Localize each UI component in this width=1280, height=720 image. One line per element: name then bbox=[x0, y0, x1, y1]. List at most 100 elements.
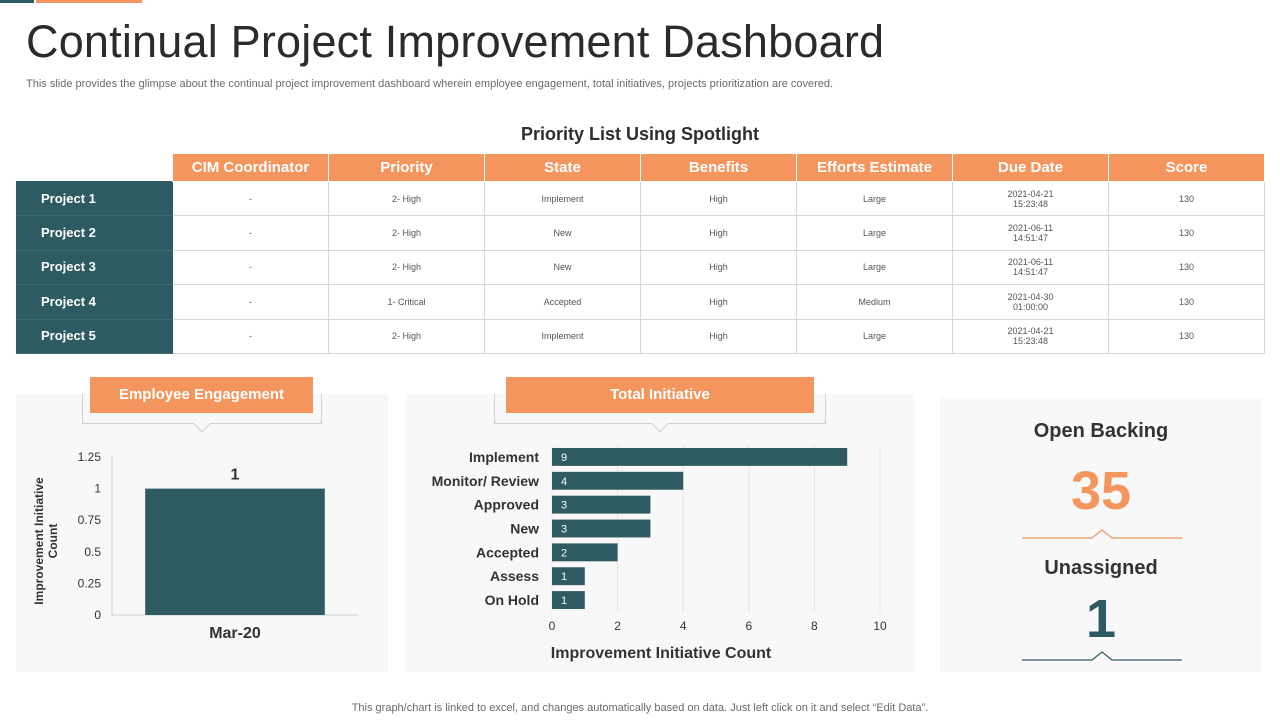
cell-coordinator: - bbox=[172, 284, 329, 320]
table-row: Project 1 - 2- High Implement High Large… bbox=[16, 180, 1265, 217]
due-time: 15:23:48 bbox=[1012, 198, 1049, 209]
due-time: 14:51:47 bbox=[1012, 267, 1049, 278]
total-initiative-tab-frame bbox=[494, 394, 826, 433]
table-row: Project 3 - 2- High New High Large 2021-… bbox=[16, 249, 1265, 286]
initiative-category-label: Assess bbox=[490, 568, 539, 584]
cell-score: 130 bbox=[1108, 284, 1265, 320]
cell-priority: 2- High bbox=[328, 318, 485, 354]
project-name: Project 2 bbox=[16, 215, 173, 251]
divider-line-orange bbox=[1022, 529, 1182, 539]
cell-priority: 2- High bbox=[328, 249, 485, 286]
total-initiative-tab: Total Initiative bbox=[506, 377, 814, 413]
cell-efforts: Large bbox=[796, 249, 953, 286]
initiative-x-axis-label: Improvement Initiative Count bbox=[551, 645, 772, 662]
initiative-category-label: Monitor/ Review bbox=[432, 473, 539, 489]
cell-state: New bbox=[484, 215, 641, 251]
open-backing-panel bbox=[940, 398, 1262, 672]
cell-efforts: Large bbox=[796, 215, 953, 251]
cell-due-date: 2021-06-11 14:51:47 bbox=[952, 249, 1109, 286]
project-name: Project 5 bbox=[16, 318, 173, 354]
initiative-category-label: Accepted bbox=[476, 544, 539, 560]
initiative-x-tick-label: 8 bbox=[811, 619, 818, 633]
engagement-x-tick-label: Mar-20 bbox=[209, 625, 261, 642]
engagement-y-tick-label: 1.25 bbox=[78, 450, 102, 464]
cell-state: Implement bbox=[484, 180, 641, 217]
initiative-bar bbox=[552, 543, 618, 562]
initiative-bar-data-label: 1 bbox=[561, 571, 567, 583]
due-time: 01:00:00 bbox=[1012, 301, 1049, 312]
table-row: Project 2 - 2- High New High Large 2021-… bbox=[16, 215, 1265, 251]
table-row: Project 5 - 2- High Implement High Large… bbox=[16, 318, 1265, 354]
engagement-y-tick-label: 0 bbox=[94, 608, 101, 622]
footer-note: This graph/chart is linked to excel, and… bbox=[351, 702, 929, 714]
project-name: Project 3 bbox=[16, 249, 173, 286]
initiative-x-tick-label: 0 bbox=[549, 619, 556, 633]
table-row: Project 4 - 1- Critical Accepted High Me… bbox=[16, 284, 1265, 320]
employee-engagement-tab: Employee Engagement bbox=[90, 377, 313, 413]
initiative-bar-data-label: 9 bbox=[561, 452, 567, 464]
open-backing-divider bbox=[1022, 529, 1182, 539]
column-header-state: State bbox=[484, 153, 641, 182]
cell-score: 130 bbox=[1108, 318, 1265, 354]
cell-coordinator: - bbox=[172, 180, 329, 217]
initiative-bar-data-label: 4 bbox=[561, 476, 567, 488]
cell-benefits: High bbox=[640, 318, 797, 354]
due-date: 2021-04-21 bbox=[1007, 326, 1054, 337]
open-backing-title: Open Backing bbox=[1033, 420, 1169, 442]
cell-priority: 2- High bbox=[328, 215, 485, 251]
cell-coordinator: - bbox=[172, 318, 329, 354]
cell-benefits: High bbox=[640, 284, 797, 320]
priority-table: CIM Coordinator Priority State Benefits … bbox=[16, 153, 1265, 354]
column-header-benefits: Benefits bbox=[640, 153, 797, 182]
cell-efforts: Large bbox=[796, 318, 953, 354]
initiative-bar bbox=[552, 567, 585, 586]
page-title: Continual Project Improvement Dashboard bbox=[26, 16, 885, 67]
initiative-x-tick-label: 6 bbox=[745, 619, 752, 633]
column-header-efforts: Efforts Estimate bbox=[796, 153, 953, 182]
open-backing-value: 35 bbox=[1070, 461, 1132, 521]
cell-due-date: 2021-04-21 15:23:48 bbox=[952, 318, 1109, 354]
cell-score: 130 bbox=[1108, 249, 1265, 286]
initiative-bar bbox=[552, 519, 651, 538]
cell-state: Implement bbox=[484, 318, 641, 354]
cell-score: 130 bbox=[1108, 180, 1265, 217]
initiative-category-label: On Hold bbox=[485, 592, 539, 608]
cell-benefits: High bbox=[640, 215, 797, 251]
page-subtitle: This slide provides the glimpse about th… bbox=[26, 78, 834, 90]
cell-score: 130 bbox=[1108, 215, 1265, 251]
table-header-row: CIM Coordinator Priority State Benefits … bbox=[16, 153, 1265, 182]
cell-coordinator: - bbox=[172, 249, 329, 286]
engagement-y-tick-label: 0.5 bbox=[84, 545, 101, 559]
initiative-bar-data-label: 3 bbox=[561, 524, 567, 536]
initiative-bar-data-label: 2 bbox=[561, 547, 567, 559]
cell-due-date: 2021-04-21 15:23:48 bbox=[952, 180, 1109, 217]
priority-table-title: Priority List Using Spotlight bbox=[521, 124, 759, 144]
column-header-due-date: Due Date bbox=[952, 153, 1109, 182]
initiative-category-label: Approved bbox=[474, 497, 539, 513]
column-header-coordinator: CIM Coordinator bbox=[172, 153, 329, 182]
engagement-bar-data-label: 1 bbox=[231, 467, 240, 484]
due-date: 2021-06-11 bbox=[1007, 257, 1054, 268]
cell-benefits: High bbox=[640, 249, 797, 286]
initiative-bar bbox=[552, 447, 848, 466]
cell-benefits: High bbox=[640, 180, 797, 217]
cell-state: Accepted bbox=[484, 284, 641, 320]
cell-priority: 1- Critical bbox=[328, 284, 485, 320]
engagement-y-tick-label: 0.75 bbox=[78, 513, 102, 527]
engagement-y-tick-label: 1 bbox=[94, 482, 101, 496]
total-initiative-chart: 0 2 4 6 8 10 9 Implement 4 Monitor/ Review 3 Approv… bbox=[432, 445, 887, 662]
engagement-bar bbox=[145, 488, 325, 615]
initiative-x-tick-label: 4 bbox=[680, 619, 687, 633]
due-date: 2021-04-21 bbox=[1007, 188, 1054, 199]
column-header-score: Score bbox=[1108, 153, 1265, 182]
cell-efforts: Large bbox=[796, 180, 953, 217]
unassigned-value: 1 bbox=[1085, 589, 1117, 649]
project-name: Project 1 bbox=[16, 180, 173, 217]
header-blank-cell bbox=[16, 153, 173, 182]
due-date: 2021-06-11 bbox=[1007, 223, 1054, 234]
total-initiative-panel bbox=[406, 394, 914, 672]
cell-due-date: 2021-06-11 14:51:47 bbox=[952, 215, 1109, 251]
initiative-bar bbox=[552, 471, 684, 490]
project-name: Project 4 bbox=[16, 284, 173, 320]
cell-coordinator: - bbox=[172, 215, 329, 251]
